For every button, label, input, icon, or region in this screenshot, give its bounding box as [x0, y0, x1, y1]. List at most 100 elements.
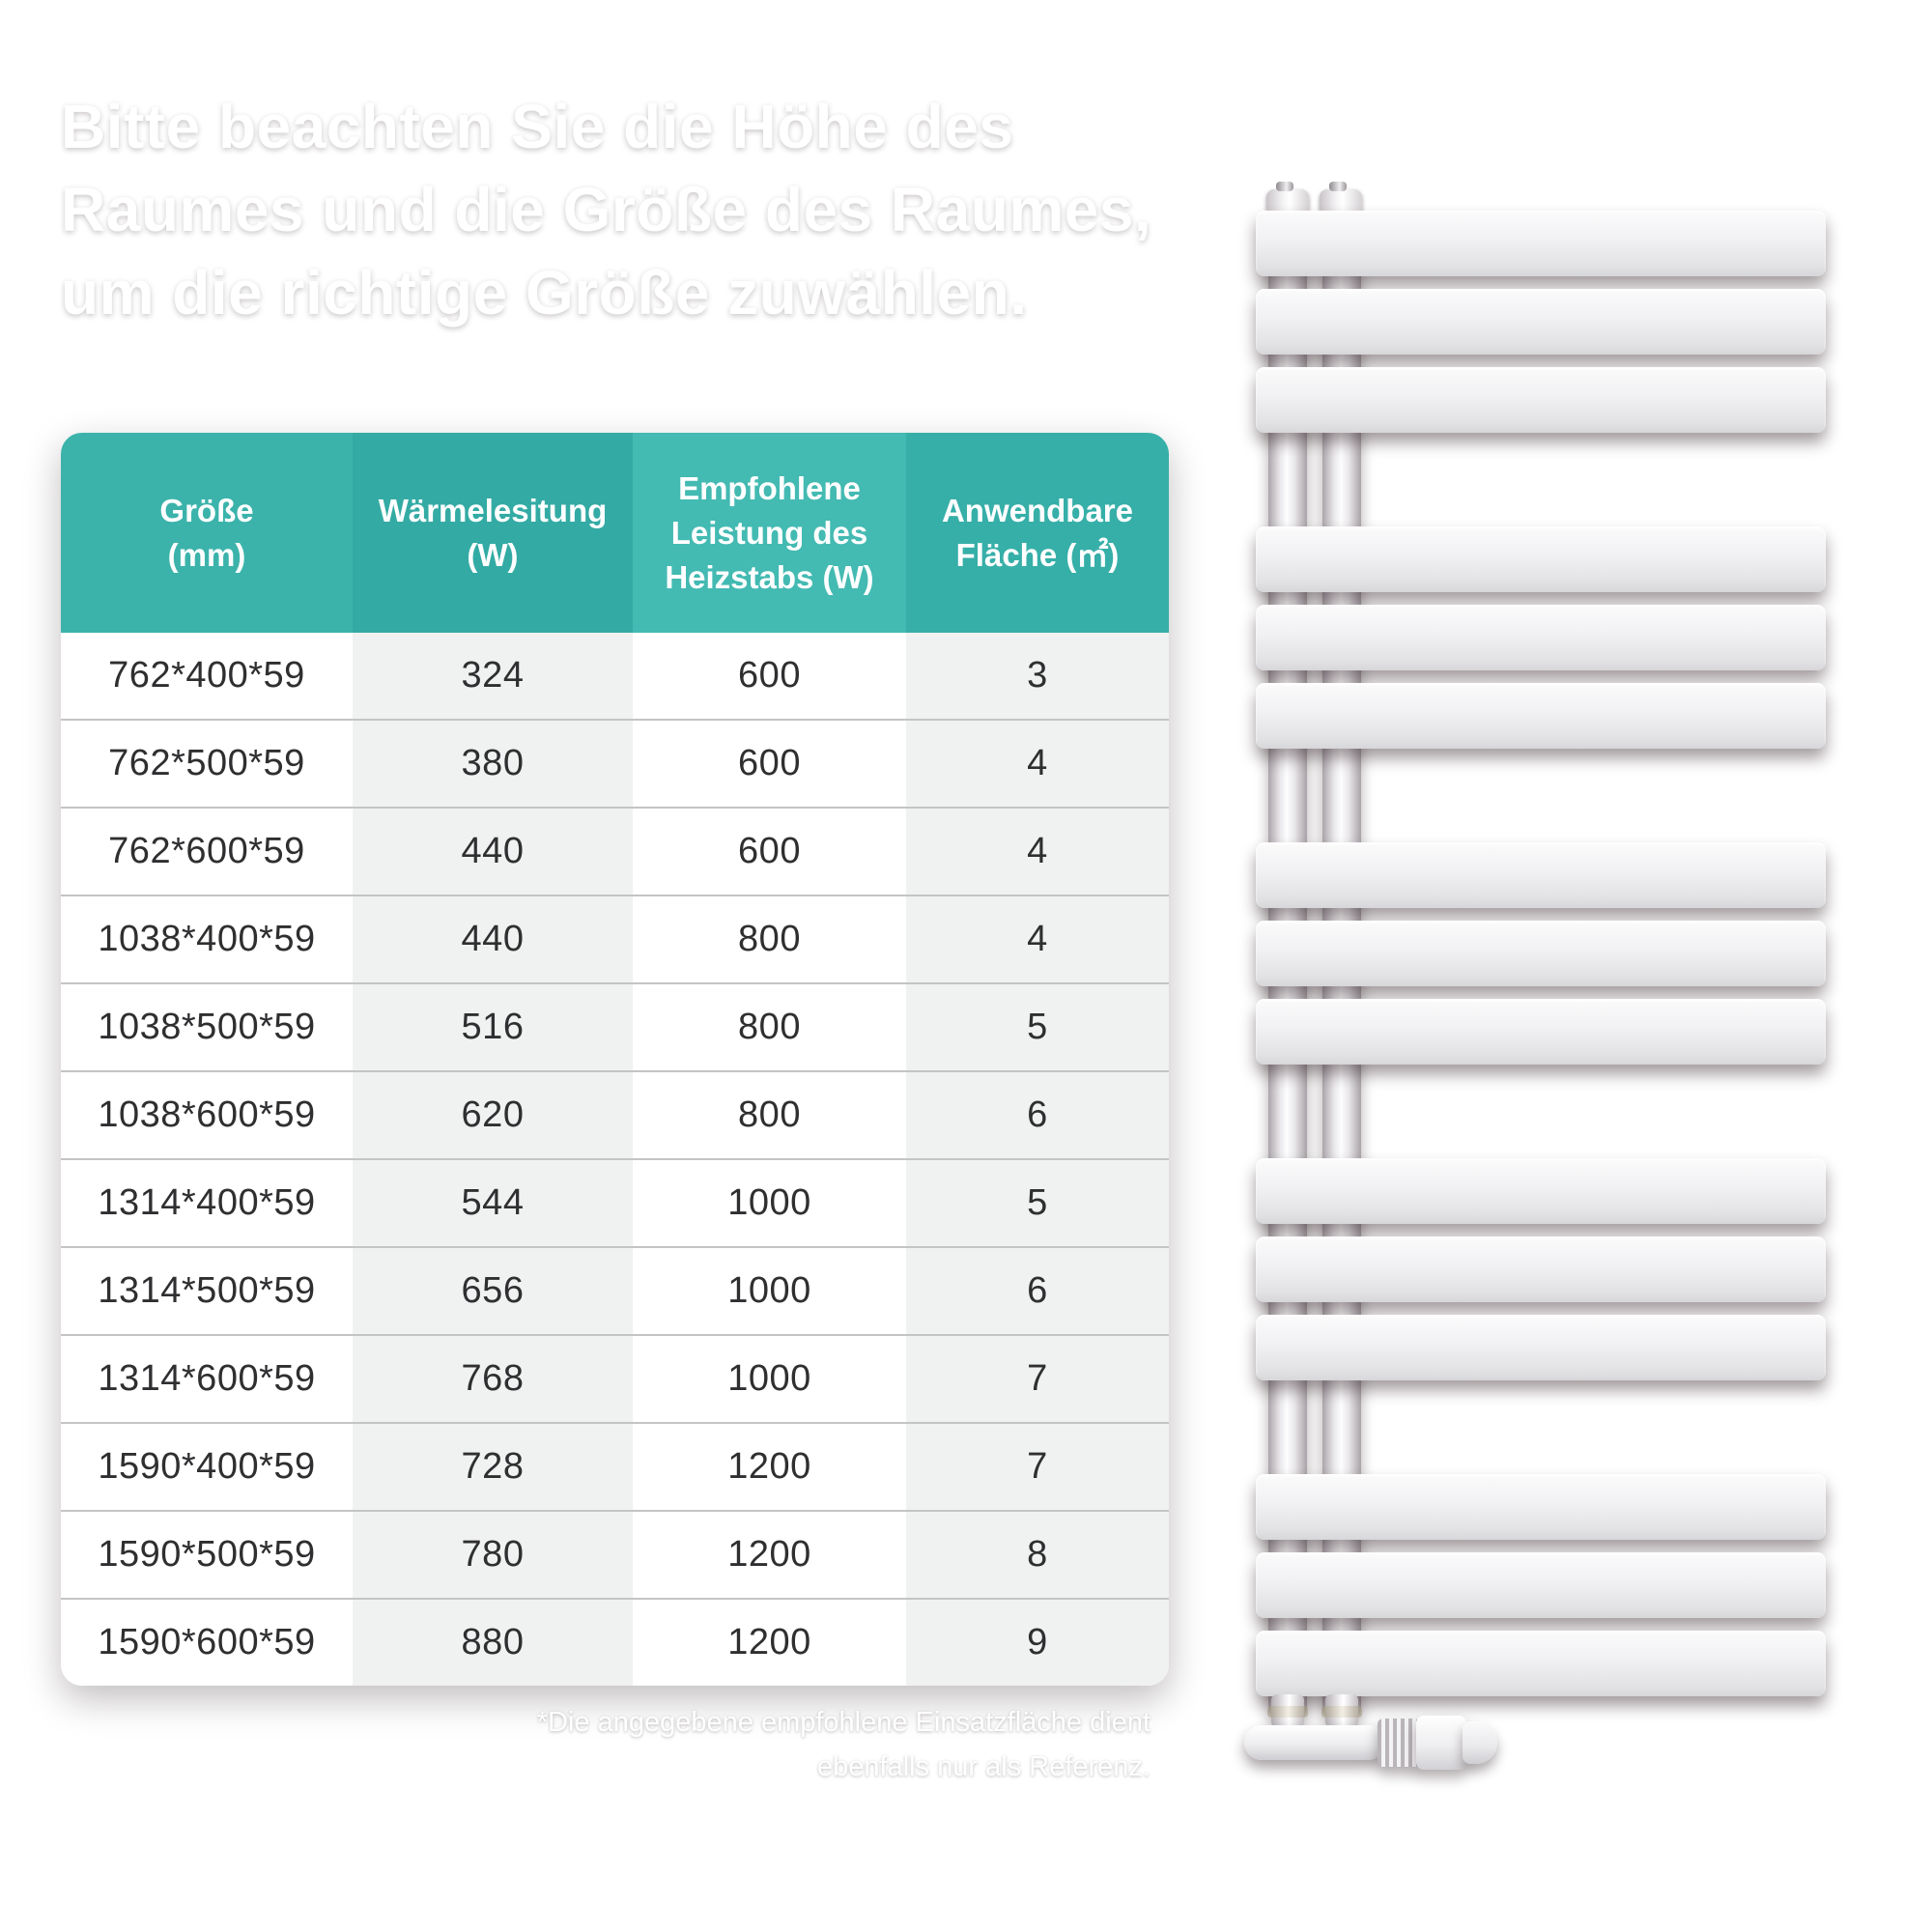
thermostat-head	[1416, 1716, 1466, 1770]
radiator-bar	[1256, 1236, 1826, 1302]
towel-radiator-image	[1244, 182, 1826, 1793]
radiator-valve-body	[1244, 1725, 1385, 1760]
cell-heat-output: 440	[353, 809, 633, 895]
cell-element-power: 800	[738, 1094, 801, 1135]
spec-table-body: 762*400*59 324 600 3 762*500*59 380 600 …	[61, 633, 1169, 1686]
cell-heat-output: 620	[353, 1072, 633, 1158]
radiator-bar	[1256, 367, 1826, 433]
thermostat-ribs	[1378, 1719, 1420, 1767]
spec-table: Größe (mm) Wärmelesitung (W) Empfohlene …	[61, 433, 1169, 1686]
cell-area: 4	[906, 896, 1169, 982]
cell-area: 9	[906, 1600, 1169, 1686]
cell-heat-output: 768	[353, 1336, 633, 1422]
radiator-panel-group	[1256, 526, 1826, 749]
radiator-bar	[1256, 999, 1826, 1065]
radiator-bar	[1256, 1158, 1826, 1224]
cell-heat-output: 656	[353, 1248, 633, 1334]
cell-heat-output: 880	[353, 1600, 633, 1686]
cell-element-power: 1200	[727, 1622, 811, 1662]
cell-element-power: 600	[738, 831, 801, 871]
cell-area: 8	[906, 1512, 1169, 1598]
thermostat-end-cap	[1463, 1721, 1497, 1764]
cell-size: 1314*400*59	[98, 1182, 316, 1223]
table-row: 1590*400*59 728 1200 7	[61, 1422, 1169, 1510]
cell-heat-output: 544	[353, 1160, 633, 1246]
cell-size: 762*600*59	[108, 831, 305, 871]
footnote-line-1: *Die angegebene empfohlene Einsatzfläche…	[536, 1707, 1151, 1738]
cell-element-power: 600	[738, 743, 801, 783]
radiator-bar	[1256, 526, 1826, 592]
cell-heat-output: 440	[353, 896, 633, 982]
cell-size: 1038*500*59	[98, 1007, 316, 1047]
radiator-bar	[1256, 842, 1826, 908]
cell-element-power: 800	[738, 919, 801, 959]
cell-size: 1590*400*59	[98, 1446, 316, 1487]
title-line-2: Raumes und die Größe des Raumes,	[61, 175, 1152, 244]
cell-heat-output: 324	[353, 633, 633, 719]
radiator-bar	[1256, 1631, 1826, 1696]
header-line: (mm)	[167, 536, 246, 573]
column-header-heizstab-leistung: Empfohlene Leistung des Heizstabs (W)	[633, 433, 906, 633]
header-line: Empfohlene	[678, 469, 861, 506]
footnote: *Die angegebene empfohlene Einsatzfläche…	[61, 1700, 1151, 1789]
table-row: 1038*500*59 516 800 5	[61, 982, 1169, 1070]
header-line: Größe	[159, 492, 254, 528]
column-header-waermeleistung: Wärmelesitung (W)	[353, 433, 633, 633]
column-header-anwendbare-flaeche: Anwendbare Fläche (㎡)	[906, 433, 1169, 633]
radiator-panel-group	[1256, 842, 1826, 1065]
table-row: 762*500*59 380 600 4	[61, 719, 1169, 807]
cell-size: 762*400*59	[108, 655, 305, 696]
cell-heat-output: 728	[353, 1424, 633, 1510]
table-row: 762*600*59 440 600 4	[61, 807, 1169, 895]
radiator-panel-group	[1256, 1158, 1826, 1380]
cell-area: 5	[906, 1160, 1169, 1246]
title-line-3: um die richtige Größe zuwählen.	[61, 258, 1028, 327]
cell-size: 1590*600*59	[98, 1622, 316, 1662]
header-line: Wärmelesitung	[378, 492, 608, 528]
header-line: Anwendbare	[941, 492, 1134, 528]
cell-size: 1038*400*59	[98, 919, 316, 959]
cell-heat-output: 380	[353, 721, 633, 807]
header-line: Leistung des	[670, 514, 868, 551]
radiator-panels	[1256, 211, 1826, 1790]
header-line: Heizstabs (W)	[665, 558, 874, 595]
radiator-top-valve-cap	[1320, 182, 1362, 213]
footnote-line-2: ebenfalls nur als Referenz.	[817, 1751, 1151, 1782]
cell-area: 7	[906, 1336, 1169, 1422]
radiator-bar	[1256, 921, 1826, 986]
radiator-bar	[1256, 605, 1826, 670]
cell-element-power: 1000	[727, 1270, 811, 1311]
table-row: 1314*500*59 656 1000 6	[61, 1246, 1169, 1334]
cell-size: 762*500*59	[108, 743, 305, 783]
cell-size: 1314*600*59	[98, 1358, 316, 1399]
cell-element-power: 1000	[727, 1358, 811, 1399]
cell-element-power: 1200	[727, 1446, 811, 1487]
table-row: 1038*400*59 440 800 4	[61, 895, 1169, 982]
cell-area: 6	[906, 1072, 1169, 1158]
spec-table-header: Größe (mm) Wärmelesitung (W) Empfohlene …	[61, 433, 1169, 633]
radiator-bar	[1256, 683, 1826, 749]
cell-size: 1590*500*59	[98, 1534, 316, 1575]
cell-heat-output: 516	[353, 984, 633, 1070]
cell-size: 1314*500*59	[98, 1270, 316, 1311]
radiator-bottom-fitting	[1321, 1694, 1362, 1727]
cell-area: 3	[906, 633, 1169, 719]
cell-area: 4	[906, 809, 1169, 895]
table-row: 1590*500*59 780 1200 8	[61, 1510, 1169, 1598]
header-line: Fläche (㎡)	[955, 536, 1120, 573]
radiator-panel-group	[1256, 211, 1826, 433]
radiator-panel-group	[1256, 1474, 1826, 1696]
cell-area: 5	[906, 984, 1169, 1070]
radiator-bar	[1256, 289, 1826, 355]
cell-heat-output: 780	[353, 1512, 633, 1598]
radiator-bar	[1256, 1315, 1826, 1380]
radiator-bar	[1256, 1552, 1826, 1618]
cell-element-power: 1000	[727, 1182, 811, 1223]
cell-area: 7	[906, 1424, 1169, 1510]
radiator-bar	[1256, 1474, 1826, 1540]
header-line: (W)	[467, 536, 519, 573]
radiator-bar	[1256, 211, 1826, 276]
radiator-bottom-fitting	[1267, 1694, 1308, 1727]
column-header-groesse: Größe (mm)	[61, 433, 353, 633]
